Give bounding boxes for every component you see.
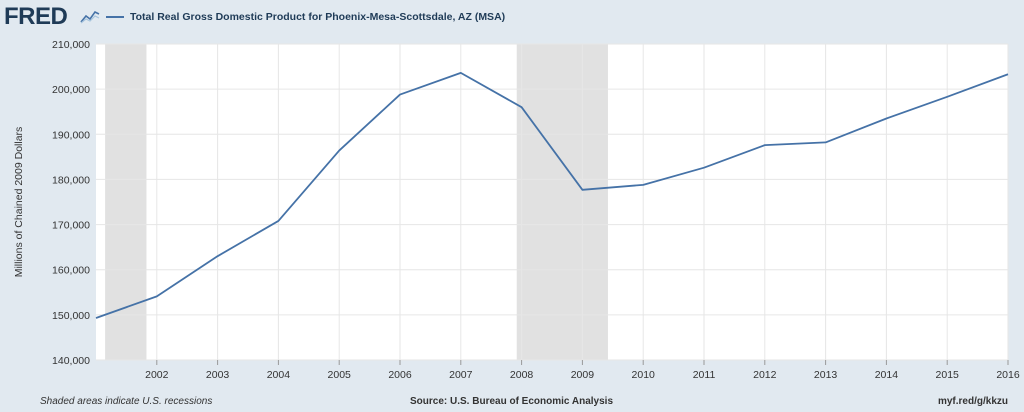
x-tick-label: 2007 bbox=[449, 369, 473, 381]
series-layer bbox=[94, 71, 1010, 320]
y-tick-label: 200,000 bbox=[52, 84, 90, 96]
data-point[interactable] bbox=[215, 254, 219, 258]
legend[interactable]: Total Real Gross Domestic Product for Ph… bbox=[106, 11, 505, 23]
data-point[interactable] bbox=[398, 92, 402, 96]
x-axis-ticks: 2002 2003 2004 2005 2006 2007 2008 2009 2010 2011… bbox=[145, 360, 1020, 381]
data-point[interactable] bbox=[337, 148, 341, 152]
y-tick-label: 190,000 bbox=[52, 129, 90, 141]
y-axis-label: Millions of Chained 2009 Dollars bbox=[13, 127, 25, 278]
x-tick-label: 2006 bbox=[388, 369, 412, 381]
series-line[interactable] bbox=[95, 71, 1009, 319]
short-link[interactable]: myf.red/g/kkzu bbox=[937, 396, 1008, 407]
data-point[interactable] bbox=[580, 188, 584, 192]
data-point[interactable] bbox=[763, 143, 767, 147]
data-point[interactable] bbox=[884, 116, 888, 120]
y-axis-ticks: 140,000 150,000 160,000 170,000 180,000 190,0… bbox=[52, 39, 90, 367]
data-point[interactable] bbox=[155, 294, 159, 298]
data-point[interactable] bbox=[945, 95, 949, 99]
x-tick-label: 2014 bbox=[875, 369, 899, 381]
x-tick-label: 2003 bbox=[206, 369, 230, 381]
data-point[interactable] bbox=[702, 165, 706, 169]
x-tick-label: 2005 bbox=[328, 369, 352, 381]
data-point[interactable] bbox=[823, 140, 827, 144]
y-tick-label: 150,000 bbox=[52, 310, 90, 322]
x-tick-label: 2002 bbox=[145, 369, 169, 381]
data-point[interactable] bbox=[519, 105, 523, 109]
x-tick-label: 2015 bbox=[936, 369, 960, 381]
x-tick-label: 2010 bbox=[632, 369, 656, 381]
data-point[interactable] bbox=[276, 219, 280, 223]
y-tick-label: 140,000 bbox=[52, 355, 90, 367]
data-point[interactable] bbox=[459, 71, 463, 75]
x-tick-label: 2012 bbox=[753, 369, 777, 381]
x-tick-label: 2016 bbox=[996, 369, 1020, 381]
x-tick-label: 2009 bbox=[571, 369, 595, 381]
x-tick-label: 2008 bbox=[510, 369, 534, 381]
legend-swatch bbox=[106, 16, 124, 18]
y-tick-label: 180,000 bbox=[52, 174, 90, 186]
recession-band bbox=[516, 44, 608, 360]
source-note: Source: U.S. Bureau of Economic Analysis bbox=[410, 396, 614, 407]
data-point[interactable] bbox=[1006, 72, 1010, 76]
data-point[interactable] bbox=[94, 316, 98, 320]
legend-label: Total Real Gross Domestic Product for Ph… bbox=[130, 11, 506, 23]
chart-header: FRED Total Real Gross Domestic Product f… bbox=[0, 0, 1024, 34]
y-tick-label: 210,000 bbox=[52, 39, 90, 51]
fred-logo[interactable]: FRED bbox=[4, 3, 68, 30]
x-tick-label: 2011 bbox=[693, 369, 716, 381]
recession-note: Shaded areas indicate U.S. recessions bbox=[40, 396, 213, 407]
x-tick-label: 2013 bbox=[814, 369, 838, 381]
x-tick-label: 2004 bbox=[267, 369, 291, 381]
y-tick-label: 160,000 bbox=[52, 265, 90, 277]
data-point[interactable] bbox=[641, 183, 645, 187]
y-tick-label: 170,000 bbox=[52, 220, 90, 232]
chart-line-icon bbox=[80, 8, 100, 24]
